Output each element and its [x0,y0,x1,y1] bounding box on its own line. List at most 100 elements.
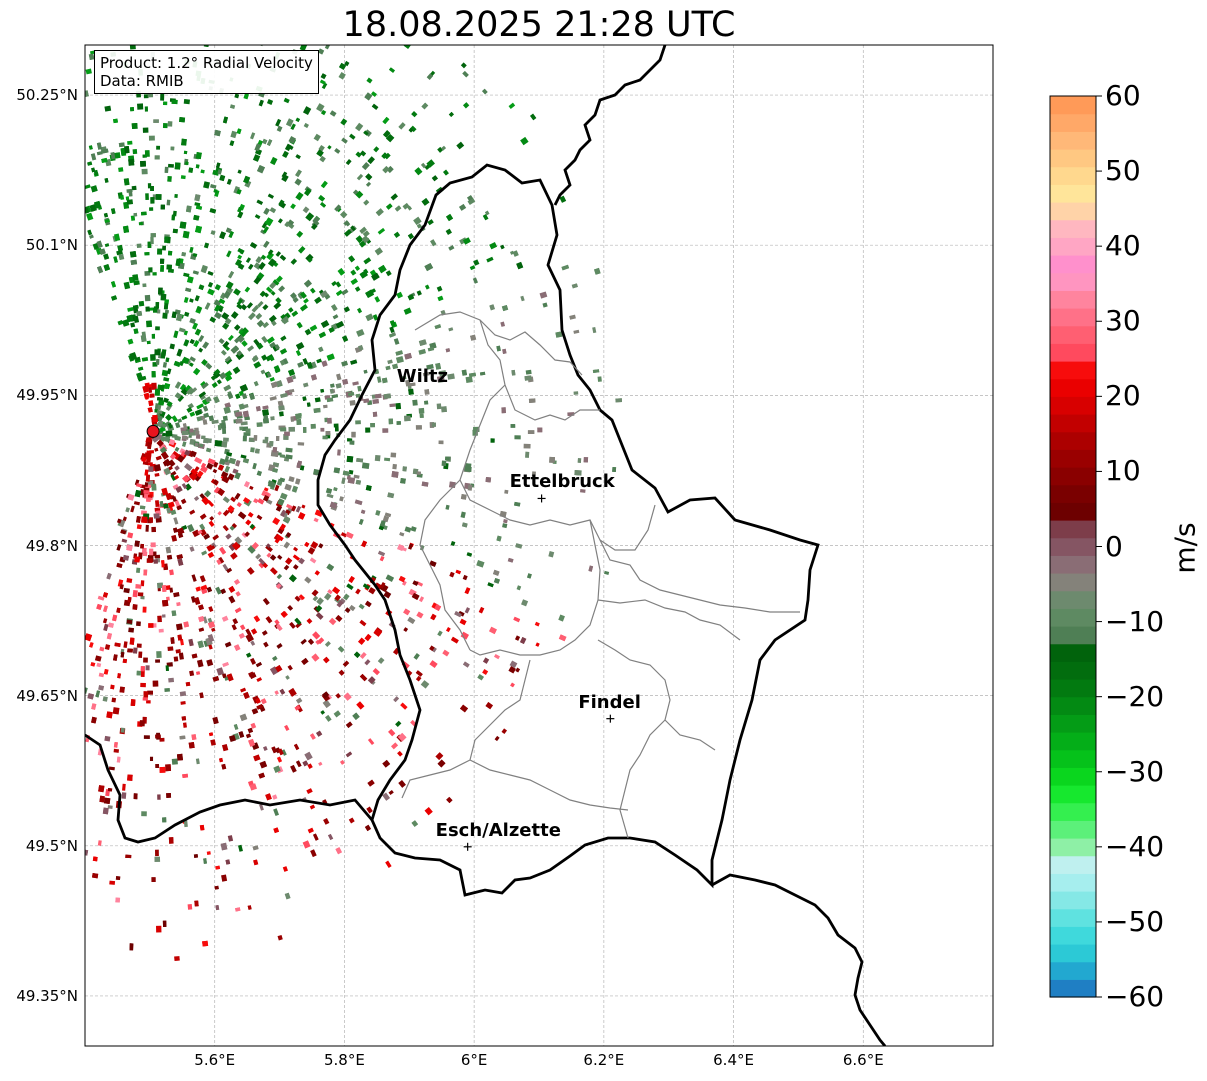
velocity-pixel [295,413,302,420]
velocity-pixel [142,385,150,393]
velocity-pixel [202,616,208,624]
velocity-pixel [549,456,555,463]
velocity-pixel [262,405,269,410]
velocity-pixel [110,152,116,160]
velocity-pixel [382,792,390,801]
velocity-pixel [154,473,160,477]
colorbar-band [1050,891,1096,910]
velocity-pixel [441,406,447,413]
velocity-pixel [154,155,160,160]
velocity-pixel [496,535,502,542]
velocity-pixel [430,239,437,247]
velocity-pixel [496,345,501,352]
velocity-pixel [366,77,373,84]
velocity-pixel [464,607,471,614]
velocity-pixel [162,362,168,368]
velocity-pixel [265,498,273,505]
velocity-pixel [248,312,256,321]
velocity-pixel [296,462,301,469]
velocity-pixel [214,129,221,137]
velocity-pixel [217,511,222,516]
velocity-pixel [141,168,148,175]
velocity-pixel [125,507,130,513]
velocity-pixel [592,369,600,374]
velocity-pixel [256,164,265,174]
velocity-pixel [199,443,204,448]
velocity-pixel [279,454,286,458]
velocity-pixel [270,416,275,421]
velocity-pixel [310,849,317,858]
colorbar-band [1050,855,1096,874]
velocity-pixel [200,169,205,174]
velocity-pixel [307,763,313,769]
velocity-pixel [274,484,280,492]
velocity-pixel [97,595,105,601]
velocity-pixel [202,341,210,349]
velocity-pixel [374,247,383,256]
velocity-pixel [266,543,271,548]
velocity-pixel [309,733,316,740]
velocity-pixel [153,119,159,123]
radar-site-marker[interactable] [146,424,160,438]
velocity-pixel [395,720,402,727]
velocity-pixel [140,334,147,343]
velocity-pixel [140,543,145,549]
velocity-pixel [154,447,159,452]
velocity-pixel [182,441,187,447]
velocity-pixel [120,529,127,535]
velocity-pixel [194,202,201,207]
velocity-pixel [230,130,238,139]
velocity-pixel [341,360,349,367]
city-label-ettelbruck: Ettelbruck [509,471,615,493]
velocity-pixel [142,127,149,133]
velocity-pixel [194,431,200,435]
velocity-pixel [371,272,380,281]
lon-tick-label: 6.2°E [583,1051,625,1069]
velocity-pixel [231,624,237,631]
velocity-pixel [334,204,342,212]
velocity-pixel [184,449,191,457]
velocity-pixel [149,756,154,762]
velocity-pixel [382,165,390,174]
velocity-pixel [249,783,257,791]
velocity-pixel [277,400,284,407]
velocity-pixel [597,376,602,382]
velocity-pixel [441,460,447,467]
velocity-pixel [300,304,308,312]
velocity-pixel [252,845,259,851]
velocity-pixel [333,710,341,718]
velocity-pixel [281,749,287,756]
velocity-pixel [136,567,141,574]
velocity-pixel [96,603,103,610]
velocity-pixel [456,141,465,150]
velocity-pixel [320,388,325,393]
velocity-pixel [145,193,149,201]
velocity-pixel [127,532,134,539]
velocity-pixel [279,523,286,531]
velocity-pixel [96,265,104,274]
velocity-pixel [367,738,375,746]
velocity-pixel [381,377,388,384]
velocity-pixel [334,594,341,602]
velocity-pixel [326,417,332,424]
velocity-pixel [215,904,220,911]
velocity-pixel [249,672,257,679]
velocity-pixel [250,525,256,531]
velocity-pixel [344,607,351,614]
velocity-pixel [467,484,473,491]
velocity-pixel [386,165,394,174]
velocity-pixel [168,438,176,446]
velocity-pixel [251,541,260,550]
velocity-pixel [245,428,251,434]
velocity-pixel [579,489,586,493]
velocity-pixel [322,435,328,440]
velocity-pixel [465,376,473,383]
velocity-pixel [363,130,369,136]
velocity-pixel [161,423,167,429]
velocity-pixel [482,657,490,664]
colorbar-band [1050,908,1096,927]
velocity-pixel [113,256,118,263]
velocity-pixel [275,436,280,442]
velocity-pixel [337,645,345,653]
